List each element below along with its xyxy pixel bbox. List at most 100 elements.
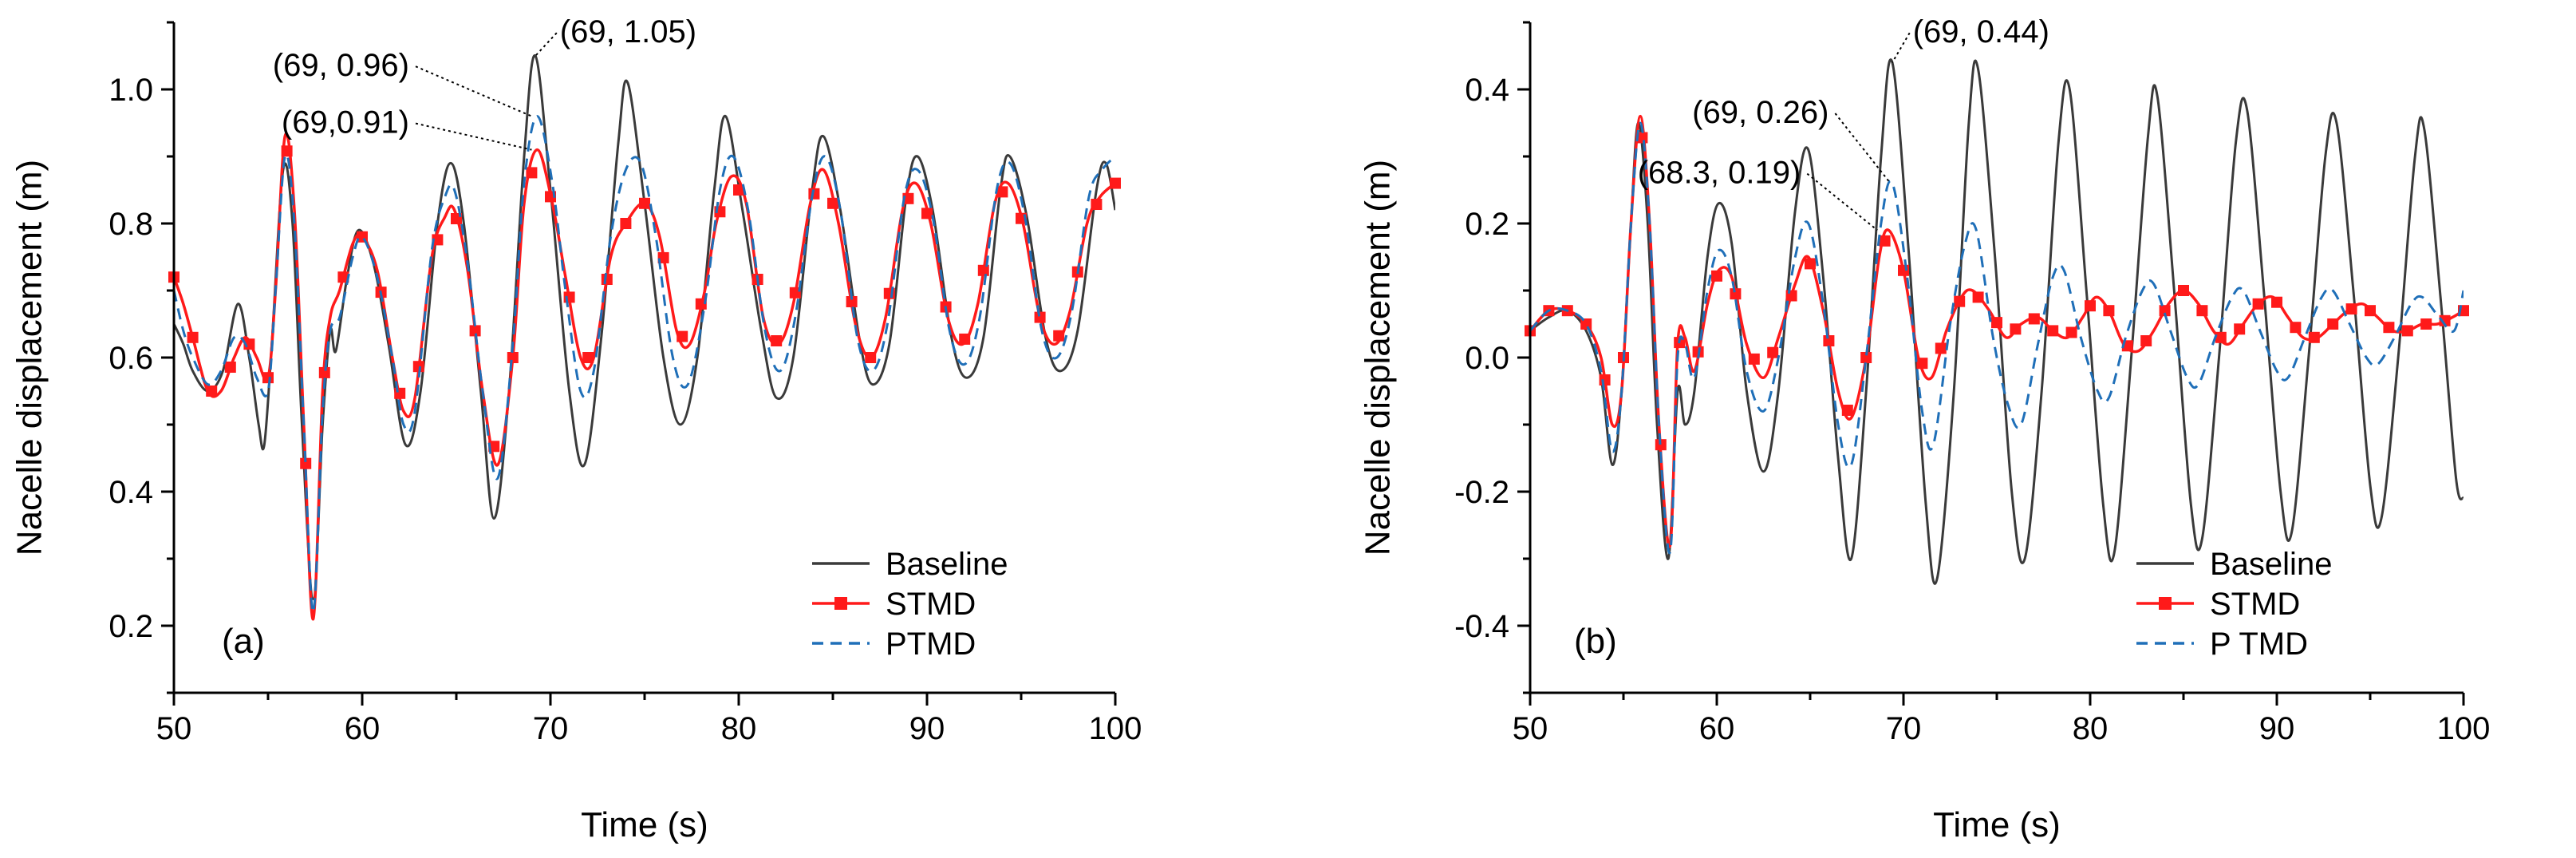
series-marker-stmd: [921, 208, 933, 219]
annotation-leader: [415, 122, 532, 151]
series-line-ptmd: [174, 115, 1115, 614]
annotation-leader: [415, 65, 532, 117]
series-marker-stmd: [206, 386, 218, 397]
series-marker-stmd: [394, 387, 406, 399]
x-tick-label: 90: [909, 711, 945, 746]
series-marker-stmd: [2401, 325, 2413, 337]
annotation-label: (68.3, 0.19): [1638, 156, 1801, 191]
series-marker-stmd: [2345, 303, 2357, 315]
series-marker-stmd: [1730, 288, 1742, 300]
series-marker-stmd: [2196, 305, 2208, 317]
legend-label-baseline: Baseline: [2210, 547, 2332, 582]
series-marker-stmd: [1655, 439, 1667, 451]
legend-marker-stmd: [2159, 597, 2172, 610]
y-tick-label: 0.2: [108, 609, 153, 644]
series-marker-stmd: [2178, 285, 2189, 296]
series-line-baseline: [1530, 58, 2464, 585]
series-marker-stmd: [789, 287, 801, 299]
x-axis-label: Time (s): [1933, 805, 2061, 844]
series-marker-stmd: [1785, 290, 1797, 302]
series-marker-stmd: [2420, 318, 2432, 330]
series-marker-stmd: [639, 197, 650, 209]
annotation-label: (69, 1.05): [560, 14, 696, 49]
series-marker-stmd: [1991, 317, 2002, 329]
x-tick-label: 70: [1886, 711, 1922, 746]
series-marker-stmd: [1954, 295, 1966, 307]
series-marker-stmd: [1110, 177, 1121, 189]
series-marker-stmd: [1748, 353, 1760, 365]
series-marker-stmd: [827, 197, 838, 209]
legend-label-stmd: STMD: [2210, 587, 2300, 622]
series-marker-stmd: [959, 333, 971, 345]
series-marker-stmd: [1767, 346, 1779, 358]
y-tick-label: 0.4: [1465, 73, 1509, 108]
annotation-label: (69, 0.26): [1692, 95, 1828, 130]
series-marker-stmd: [2215, 331, 2227, 343]
series-marker-stmd: [412, 361, 424, 373]
series-marker-stmd: [1841, 405, 1853, 416]
series-marker-stmd: [1805, 258, 1816, 270]
series-marker-stmd: [2290, 322, 2302, 334]
y-axis-label: Nacelle displacement (m): [1359, 160, 1398, 556]
series-marker-stmd: [2234, 323, 2246, 335]
series-marker-stmd: [620, 218, 632, 229]
x-tick-label: 80: [721, 711, 757, 746]
series-marker-stmd: [507, 352, 519, 363]
annotation-label: (69, 0.44): [1913, 14, 2049, 49]
series-marker-stmd: [1636, 132, 1648, 144]
series-marker-stmd: [1879, 235, 1891, 247]
series-marker-stmd: [2308, 331, 2320, 343]
series-marker-stmd: [1053, 330, 1065, 342]
annotation-leader: [1806, 172, 1878, 231]
annotation-leader: [1834, 113, 1892, 184]
series-marker-stmd: [695, 298, 707, 310]
series-marker-stmd: [1091, 199, 1103, 210]
chart-panel-a: 50 60 70 80 90 100 0.2 0.4 0.6 0.8 1.0 Time (s) Nace…: [10, 14, 1142, 844]
series-marker-stmd: [469, 325, 481, 337]
series-marker-stmd: [846, 296, 858, 307]
series-marker-stmd: [2365, 305, 2376, 317]
series-line-baseline: [174, 54, 1115, 600]
series-marker-stmd: [224, 362, 236, 373]
series-marker-stmd: [996, 186, 1008, 198]
series-marker-stmd: [677, 330, 688, 342]
x-tick-label: 80: [2073, 711, 2109, 746]
series-marker-stmd: [2028, 313, 2040, 325]
series-marker-stmd: [300, 457, 312, 469]
annotation-leader: [1892, 32, 1911, 63]
y-tick-label: 1.0: [108, 73, 153, 108]
chart-panel-b: 50 60 70 80 90 100 -0.4 -0.2 0.0 0.2 0.4 Time (s) Na…: [1359, 14, 2491, 844]
series-marker-stmd: [2140, 335, 2152, 346]
x-tick-label: 50: [1513, 711, 1548, 746]
panel-letter: (b): [1574, 622, 1617, 661]
series-marker-stmd: [2439, 314, 2451, 326]
x-axis-label: Time (s): [581, 805, 708, 844]
x-tick-label: 100: [2437, 711, 2491, 746]
series-marker-stmd: [940, 301, 952, 313]
series-marker-stmd: [733, 184, 744, 196]
series-marker-stmd: [187, 331, 199, 343]
y-tick-label: -0.2: [1454, 475, 1509, 510]
series-marker-stmd: [865, 352, 877, 363]
y-axis-label: Nacelle displacement (m): [10, 160, 49, 556]
series-marker-stmd: [2047, 325, 2059, 337]
series-marker-stmd: [977, 264, 989, 276]
series-marker-stmd: [488, 441, 500, 453]
series-marker-stmd: [1916, 358, 1928, 370]
annotation-leader: [535, 32, 558, 57]
legend-label-baseline: Baseline: [886, 547, 1008, 582]
annotation-label: (69,0.91): [282, 105, 409, 140]
series-marker-stmd: [1935, 342, 1947, 354]
x-tick-label: 70: [533, 711, 569, 746]
x-tick-label: 50: [156, 711, 192, 746]
series-marker-stmd: [601, 274, 613, 285]
series-marker-stmd: [771, 335, 783, 346]
legend-label-ptmd: P TMD: [2210, 627, 2308, 662]
series-marker-stmd: [318, 366, 330, 378]
x-tick-label: 60: [345, 711, 381, 746]
series-marker-stmd: [281, 145, 293, 157]
y-tick-label: 0.6: [108, 341, 153, 376]
series-marker-stmd: [2159, 305, 2171, 317]
x-tick-label: 90: [2259, 711, 2295, 746]
